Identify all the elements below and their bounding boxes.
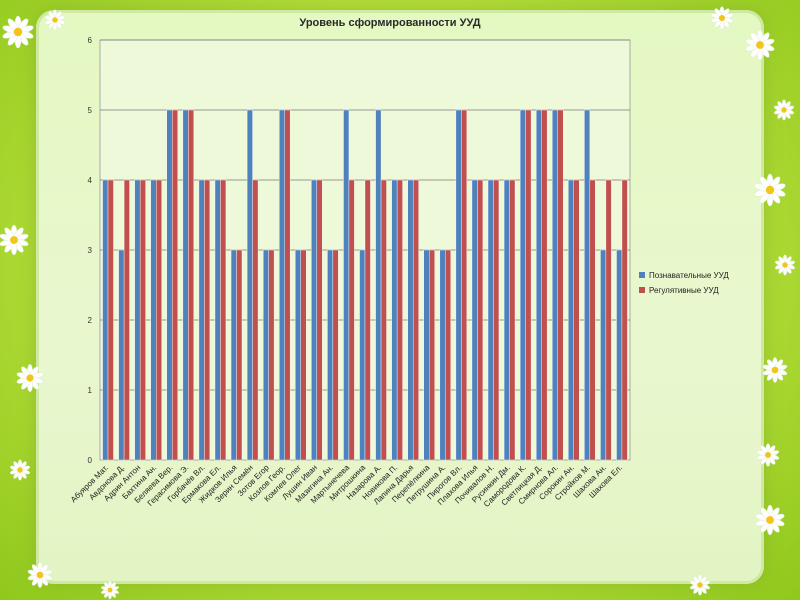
bar-1-18 <box>396 179 403 461</box>
bar-1-14 <box>332 249 339 461</box>
bar-0-13 <box>311 179 318 461</box>
y-tick-label: 5 <box>88 106 93 115</box>
bar-0-32 <box>616 249 623 461</box>
bar-1-24 <box>493 179 500 461</box>
bar-1-26 <box>525 109 532 461</box>
bar-1-11 <box>284 109 291 461</box>
bar-1-13 <box>316 179 323 461</box>
bar-0-8 <box>230 249 237 461</box>
bar-0-2 <box>134 179 141 461</box>
bar-0-29 <box>568 179 574 461</box>
bar-0-3 <box>150 179 157 461</box>
bar-0-1 <box>118 249 125 461</box>
bar-1-2 <box>139 179 146 461</box>
legend-swatch-1 <box>639 287 645 293</box>
bar-1-29 <box>573 179 580 461</box>
bar-0-4 <box>166 109 173 461</box>
bar-1-32 <box>621 179 628 461</box>
bar-1-22 <box>461 109 468 461</box>
bar-0-22 <box>455 109 462 461</box>
bar-1-20 <box>429 249 435 461</box>
bar-0-23 <box>471 179 478 461</box>
bar-0-14 <box>327 249 334 461</box>
y-tick-label: 0 <box>88 456 93 465</box>
bar-0-5 <box>182 109 189 461</box>
bar-1-10 <box>268 249 275 461</box>
bar-0-27 <box>536 109 542 461</box>
bar-1-4 <box>172 109 178 461</box>
legend-swatch-0 <box>639 272 645 278</box>
bar-1-27 <box>541 109 548 461</box>
bar-0-10 <box>262 249 269 461</box>
bar-1-25 <box>509 179 516 461</box>
bar-1-23 <box>477 179 484 461</box>
bar-0-24 <box>487 179 494 461</box>
y-tick-label: 6 <box>88 36 93 45</box>
bar-0-16 <box>359 249 366 461</box>
bar-0-11 <box>279 109 285 461</box>
legend: Познавательные УУД Регулятивные УУД <box>639 271 729 295</box>
bar-0-26 <box>519 109 526 461</box>
bar-0-0 <box>102 179 109 461</box>
x-axis: Абуяров Мат.Авдонова Д.Адрин АнтонБахтин… <box>69 463 624 509</box>
bar-0-19 <box>407 179 414 461</box>
bar-0-18 <box>391 179 398 461</box>
bar-0-30 <box>584 109 591 461</box>
bar-0-20 <box>423 249 430 461</box>
bar-1-19 <box>412 179 419 461</box>
bar-1-12 <box>300 249 307 461</box>
bar-1-16 <box>364 179 371 461</box>
bar-0-21 <box>439 249 446 461</box>
bar-1-21 <box>445 249 451 461</box>
legend-label-1: Регулятивные УУД <box>649 286 719 295</box>
y-tick-label: 3 <box>88 246 93 255</box>
bar-1-9 <box>252 179 259 461</box>
bar-1-7 <box>220 179 227 461</box>
bar-1-28 <box>557 109 564 461</box>
bar-0-6 <box>198 179 205 461</box>
chart-title: Уровень сформированности УУД <box>299 17 480 29</box>
bar-0-31 <box>600 249 607 461</box>
bar-0-7 <box>214 179 221 461</box>
bar-0-25 <box>503 179 510 461</box>
bar-0-9 <box>246 109 253 461</box>
bar-1-0 <box>107 179 114 461</box>
bar-0-12 <box>295 249 301 461</box>
bar-1-6 <box>204 179 211 461</box>
y-tick-label: 1 <box>88 386 93 395</box>
bars <box>102 109 628 461</box>
bar-0-17 <box>375 109 382 461</box>
bar-1-31 <box>605 179 612 461</box>
bar-1-15 <box>348 179 355 461</box>
bar-0-15 <box>343 109 350 461</box>
legend-label-0: Познавательные УУД <box>649 271 729 280</box>
y-axis: 0 1 2 3 4 5 6 <box>88 36 93 465</box>
bar-1-30 <box>589 179 596 461</box>
bar-1-5 <box>188 109 194 461</box>
y-tick-label: 4 <box>88 176 93 185</box>
bar-1-1 <box>123 179 130 461</box>
bar-1-8 <box>236 249 243 461</box>
bar-0-28 <box>552 109 558 461</box>
bar-1-17 <box>380 179 387 461</box>
bar-1-3 <box>156 179 162 461</box>
y-tick-label: 2 <box>88 316 93 325</box>
